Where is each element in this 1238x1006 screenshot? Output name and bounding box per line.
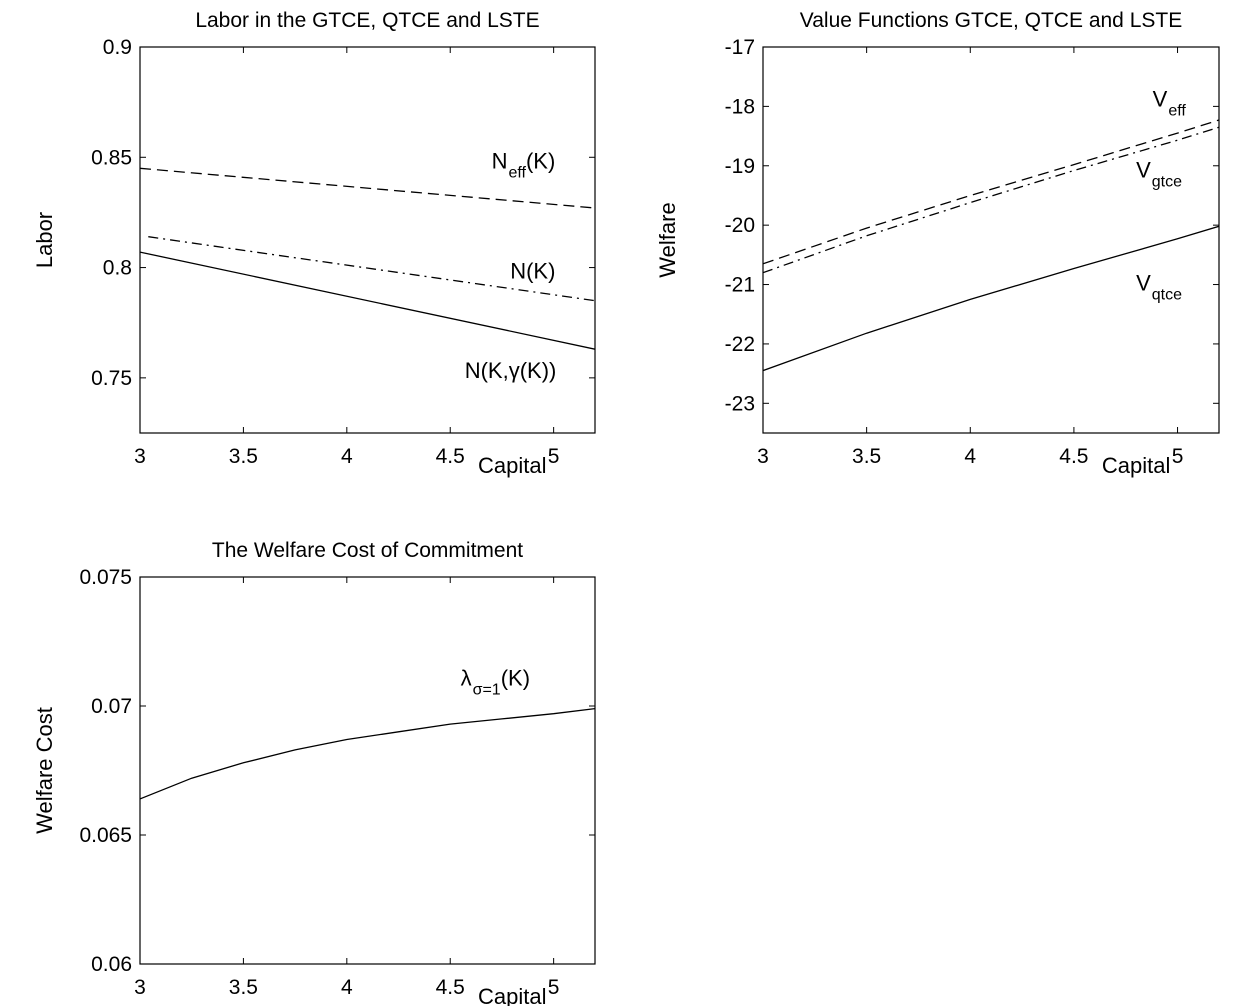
y-axis-label: Welfare	[655, 202, 680, 277]
y-tick-label: -20	[725, 214, 755, 237]
y-tick-label: 0.06	[91, 953, 132, 976]
series-annotation: Neff(K)	[492, 148, 556, 181]
y-tick-label: 0.075	[79, 566, 132, 589]
series-line-solid	[140, 251, 595, 350]
x-tick-label: 4.5	[436, 976, 465, 999]
x-tick-label: 4	[341, 976, 353, 999]
series-line-dashdot	[148, 236, 595, 302]
series-line-dashed	[140, 167, 595, 209]
y-tick-label: 0.75	[91, 367, 132, 390]
x-tick-label: 5	[548, 976, 560, 999]
series-annotation: Vgtce	[1136, 158, 1182, 191]
series-annotation: N(K)	[510, 259, 555, 284]
x-tick-label: 3	[757, 445, 769, 468]
chart-title: Value Functions GTCE, QTCE and LSTE	[800, 9, 1182, 32]
y-tick-label: 0.85	[91, 146, 132, 169]
x-tick-label: 3.5	[229, 445, 258, 468]
subplot-2: Value Functions GTCE, QTCE and LSTE 3 3.5 4…	[655, 9, 1220, 478]
x-tick-label: 3.5	[229, 976, 258, 999]
x-tick-label: 3	[134, 445, 146, 468]
series-line-dashed	[763, 119, 1219, 265]
y-axis-label: Welfare Cost	[32, 707, 57, 834]
y-tick-label: -19	[725, 155, 755, 178]
chart-title: The Welfare Cost of Commitment	[212, 539, 523, 562]
axes-frame	[139, 46, 596, 434]
x-tick-label: 5	[548, 445, 560, 468]
y-tick-label: -17	[725, 36, 755, 59]
y-tick-label: 0.8	[103, 257, 132, 280]
x-axis-label: Capital	[478, 984, 546, 1006]
x-axis-label: Capital	[478, 453, 546, 478]
subplot-1: Labor in the GTCE, QTCE and LSTE 3 3.5 4 4.5…	[32, 9, 596, 478]
y-tick-label: -18	[725, 95, 755, 118]
x-tick-label: 4.5	[436, 445, 465, 468]
series-annotation: λσ=1(K)	[461, 665, 530, 698]
y-tick-label: -22	[725, 333, 755, 356]
series-line-solid	[763, 225, 1219, 372]
y-tick-label: 0.065	[79, 824, 132, 847]
series-annotation: N(K,γ(K))	[465, 358, 557, 383]
y-tick-label: 0.07	[91, 695, 132, 718]
subplot-3: The Welfare Cost of Commitment 3 3.5 4 4.5 5 0…	[32, 539, 596, 1006]
x-tick-label: 5	[1172, 445, 1184, 468]
series-line-dashdot	[763, 126, 1219, 274]
y-tick-label: -23	[725, 392, 755, 415]
x-tick-label: 3.5	[852, 445, 881, 468]
series-annotation: Vqtce	[1136, 270, 1182, 303]
x-tick-label: 4.5	[1059, 445, 1088, 468]
y-axis-label: Labor	[32, 212, 57, 268]
chart-title: Labor in the GTCE, QTCE and LSTE	[195, 9, 539, 32]
x-axis-label: Capital	[1102, 453, 1170, 478]
x-tick-label: 3	[134, 976, 146, 999]
x-tick-label: 4	[964, 445, 976, 468]
series-line-solid	[140, 707, 595, 800]
axes-frame	[762, 46, 1220, 434]
axes-frame	[139, 576, 596, 965]
series-annotation: Veff	[1153, 86, 1187, 119]
y-tick-label: -21	[725, 274, 755, 297]
x-tick-label: 4	[341, 445, 353, 468]
y-tick-label: 0.9	[103, 36, 132, 59]
